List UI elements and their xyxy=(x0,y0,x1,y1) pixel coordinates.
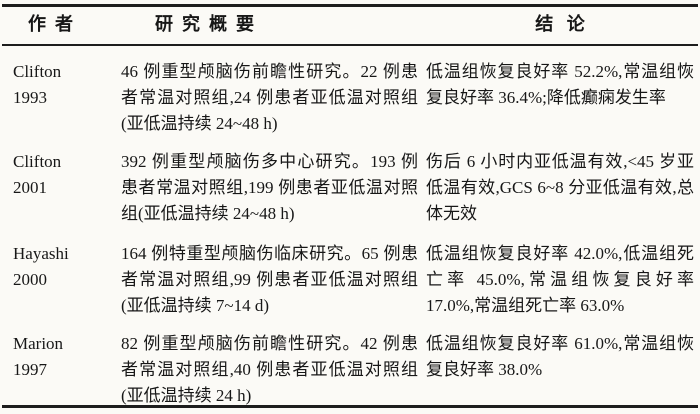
summary-cell: 46 例重型颅脑伤前瞻性研究。22 例患者常温对照组,24 例患者亚低温对照组(… xyxy=(121,62,418,133)
table-body: Clifton 1993 46 例重型颅脑伤前瞻性研究。22 例患者常温对照组,… xyxy=(0,46,700,409)
author-cell: Clifton 1993 xyxy=(13,59,113,137)
conclusion-cell: 低温组恢复良好率 61.0%,常温组恢复良好率 38.0% xyxy=(426,334,694,379)
header-author-label: 作 者 xyxy=(28,14,73,34)
table-row: Clifton 2001 392 例重型颅脑伤多中心研究。193 例患者常温对照… xyxy=(0,137,700,227)
author-name: Clifton xyxy=(13,62,62,81)
header-conclusion-label: 结 论 xyxy=(535,14,585,34)
author-year: 2001 xyxy=(13,178,47,197)
summary-cell: 82 例重型颅脑伤前瞻性研究。42 例患者常温对照组,40 例患者亚低温对照组(… xyxy=(121,334,418,405)
table-row: Hayashi 2000 164 例特重型颅脑伤临床研究。65 例患者常温对照组… xyxy=(0,227,700,319)
author-cell: Marion 1997 xyxy=(13,331,113,409)
table-header-row: 作 者 研 究 概 要 结 论 xyxy=(0,12,700,36)
table-row: Clifton 1993 46 例重型颅脑伤前瞻性研究。22 例患者常温对照组,… xyxy=(0,46,700,137)
author-cell: Clifton 2001 xyxy=(13,149,113,227)
table-top-rule xyxy=(2,4,698,7)
summary-cell: 164 例特重型颅脑伤临床研究。65 例患者常温对照组,99 例患者亚低温对照组… xyxy=(121,244,418,315)
author-year: 1993 xyxy=(13,88,47,107)
table-bottom-rule xyxy=(2,405,698,408)
header-summary-label: 研 究 概 要 xyxy=(155,14,254,34)
author-name: Clifton xyxy=(13,152,62,171)
table-header-rule xyxy=(2,44,698,46)
author-year: 1997 xyxy=(13,360,47,379)
conclusion-cell: 低温组恢复良好率 52.2%,常温组恢复良好率 36.4%;降低癫痫发生率 xyxy=(426,62,694,107)
summary-cell: 392 例重型颅脑伤多中心研究。193 例患者常温对照组,199 例患者亚低温对… xyxy=(121,152,418,223)
author-year: 2000 xyxy=(13,270,47,289)
author-name: Hayashi xyxy=(13,244,69,263)
conclusion-cell: 低温组恢复良好率 42.0%,低温组死亡率 45.0%,常温组恢复良好率 17.… xyxy=(426,244,694,315)
author-name: Marion xyxy=(13,334,64,353)
table-row: Marion 1997 82 例重型颅脑伤前瞻性研究。42 例患者常温对照组,4… xyxy=(0,319,700,409)
conclusion-cell: 伤后 6 小时内亚低温有效,<45 岁亚低温有效,GCS 6~8 分亚低温有效,… xyxy=(426,152,694,223)
author-cell: Hayashi 2000 xyxy=(13,241,113,319)
